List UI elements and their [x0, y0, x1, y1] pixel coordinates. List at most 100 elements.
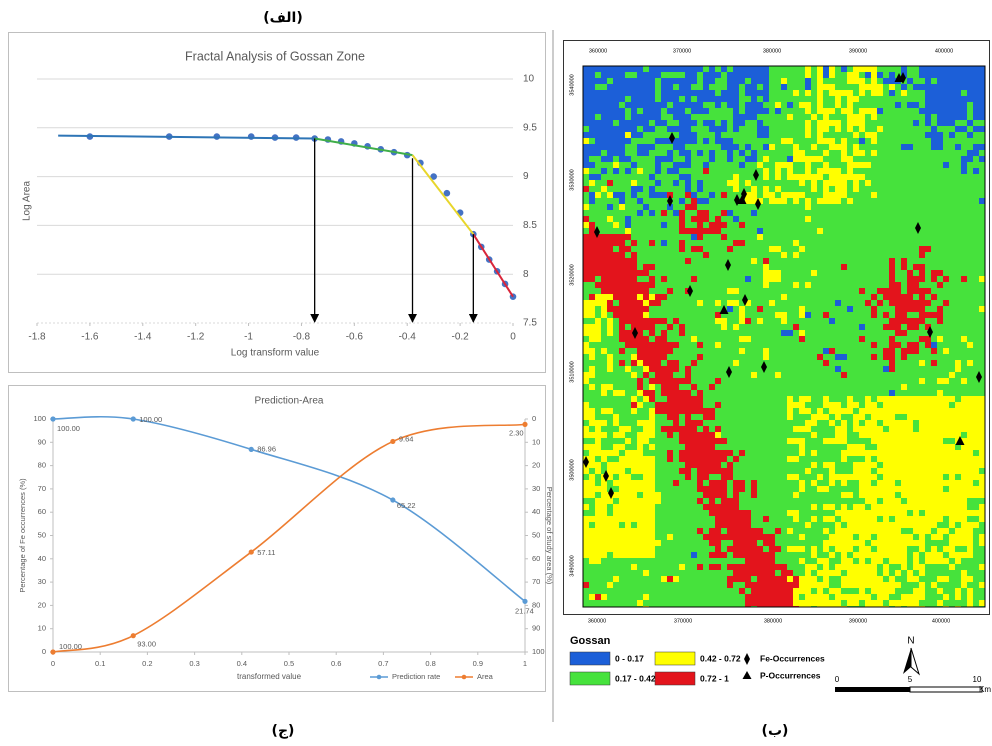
map-cell: [715, 240, 721, 246]
map-cell: [721, 192, 727, 198]
map-cell: [709, 108, 715, 114]
map-cell: [721, 156, 727, 162]
map-cell: [871, 150, 877, 156]
map-cell: [685, 216, 691, 222]
map-cell: [925, 300, 931, 306]
map-cell: [955, 360, 961, 366]
map-cell: [961, 216, 967, 222]
map-cell: [613, 132, 619, 138]
map-cell: [601, 264, 607, 270]
map-cell: [955, 240, 961, 246]
map-cell: [727, 162, 733, 168]
map-cell: [613, 126, 619, 132]
map-cell: [823, 114, 829, 120]
map-cell: [787, 444, 793, 450]
map-cell: [949, 402, 955, 408]
map-cell: [907, 492, 913, 498]
map-cell: [721, 294, 727, 300]
map-cell: [841, 84, 847, 90]
map-cell: [643, 120, 649, 126]
map-cell: [871, 420, 877, 426]
map-cell: [679, 474, 685, 480]
map-cell: [943, 126, 949, 132]
map-cell: [781, 162, 787, 168]
map-cell: [859, 150, 865, 156]
map-cell: [607, 252, 613, 258]
map-cell: [619, 396, 625, 402]
map-cell: [895, 276, 901, 282]
map-cell: [859, 72, 865, 78]
map-cell: [649, 468, 655, 474]
map-cell: [955, 204, 961, 210]
map-cell: [847, 306, 853, 312]
map-cell: [853, 336, 859, 342]
map-cell: [703, 462, 709, 468]
map-cell: [931, 402, 937, 408]
map-cell: [919, 372, 925, 378]
map-cell: [727, 114, 733, 120]
map-cell: [595, 252, 601, 258]
map-cell: [847, 186, 853, 192]
map-cell: [637, 312, 643, 318]
map-cell: [589, 366, 595, 372]
map-cell: [913, 468, 919, 474]
map-cell: [715, 186, 721, 192]
map-cell: [943, 288, 949, 294]
map-cell: [733, 504, 739, 510]
map-cell: [703, 498, 709, 504]
map-cell: [631, 96, 637, 102]
map-cell: [979, 234, 985, 240]
map-cell: [733, 174, 739, 180]
map-cell: [961, 144, 967, 150]
map-cell: [871, 144, 877, 150]
map-cell: [775, 186, 781, 192]
map-cell: [871, 228, 877, 234]
map-cell: [889, 396, 895, 402]
map-cell: [889, 126, 895, 132]
map-cell: [667, 264, 673, 270]
map-cell: [949, 312, 955, 318]
map-cell: [883, 396, 889, 402]
map-cell: [883, 180, 889, 186]
map-cell: [811, 234, 817, 240]
map-cell: [937, 390, 943, 396]
map-cell: [781, 396, 787, 402]
map-cell: [829, 432, 835, 438]
map-cell: [781, 354, 787, 360]
map-cell: [601, 498, 607, 504]
map-cell: [823, 108, 829, 114]
map-cell: [685, 84, 691, 90]
map-cell: [805, 240, 811, 246]
map-cell: [625, 438, 631, 444]
map-cell: [943, 102, 949, 108]
map-cell: [637, 390, 643, 396]
map-cell: [943, 246, 949, 252]
map-cell: [973, 282, 979, 288]
map-cell: [967, 300, 973, 306]
map-cell: [949, 180, 955, 186]
map-cell: [655, 66, 661, 72]
map-cell: [829, 348, 835, 354]
map-cell: [835, 504, 841, 510]
map-cell: [673, 174, 679, 180]
map-cell: [871, 168, 877, 174]
map-cell: [883, 216, 889, 222]
map-cell: [931, 438, 937, 444]
map-cell: [691, 66, 697, 72]
map-cell: [805, 330, 811, 336]
map-cell: [751, 480, 757, 486]
map-cell: [973, 180, 979, 186]
map-cell: [883, 210, 889, 216]
map-cell: [709, 114, 715, 120]
map-cell: [625, 102, 631, 108]
map-cell: [715, 132, 721, 138]
map-cell: [781, 312, 787, 318]
map-cell: [889, 426, 895, 432]
map-cell: [721, 240, 727, 246]
map-cell: [727, 138, 733, 144]
map-cell: [709, 102, 715, 108]
map-cell: [589, 360, 595, 366]
map-cell: [583, 396, 589, 402]
map-cell: [835, 474, 841, 480]
map-cell: [661, 246, 667, 252]
